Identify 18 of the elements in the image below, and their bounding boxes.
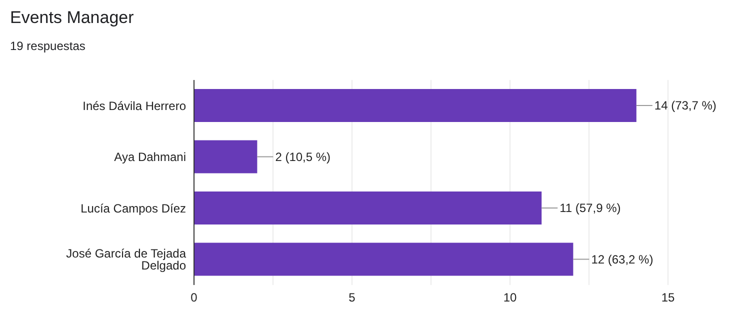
- x-tick-label: 15: [661, 290, 675, 305]
- bar: [194, 192, 542, 224]
- y-tick-label: Lucía Campos Díez: [80, 201, 186, 216]
- data-label: 2 (10,5 %): [275, 150, 331, 164]
- x-tick-label: 10: [503, 290, 517, 305]
- y-tick-label: Inés Dávila Herrero: [82, 98, 186, 113]
- data-label: 12 (63,2 %): [591, 252, 654, 266]
- bar: [194, 89, 636, 122]
- text: 19 respuestas: [10, 39, 86, 53]
- bar: [194, 140, 258, 174]
- data-label: 11 (57,9 %): [560, 201, 621, 215]
- y-tick-label: Aya Dahmani: [114, 150, 186, 164]
- x-tick-label: 5: [348, 290, 356, 305]
- y-tick-label: José García de Tejada Delgado: [66, 246, 186, 273]
- bar: [194, 242, 574, 276]
- x-tick-label: 0: [190, 290, 198, 305]
- data-label: 14 (73,7 %): [654, 98, 716, 112]
- chart-title: Events Manager: [10, 8, 134, 28]
